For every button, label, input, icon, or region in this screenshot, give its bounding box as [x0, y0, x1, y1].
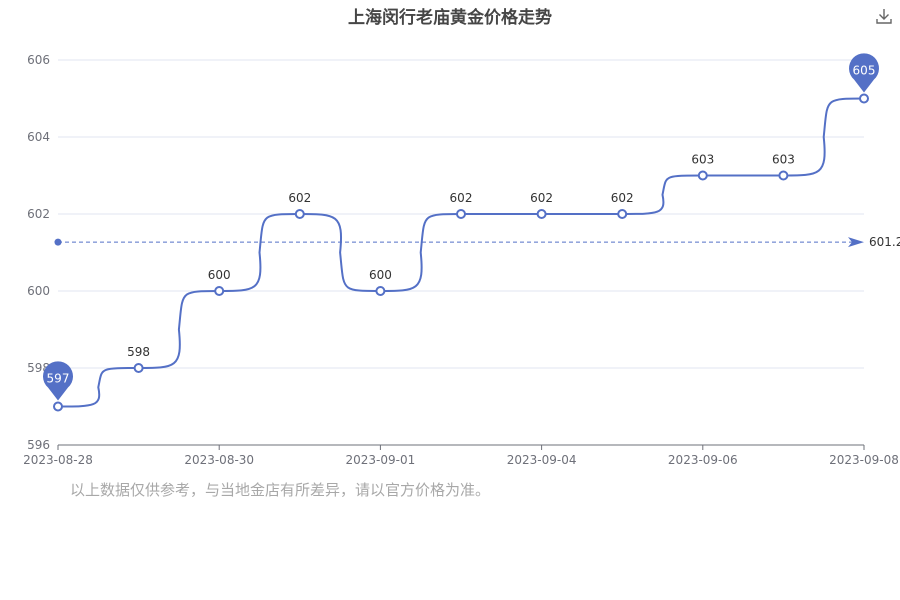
data-label: 602	[288, 191, 311, 205]
y-tick-label: 602	[27, 207, 50, 221]
chart-title: 上海闵行老庙黄金价格走势	[348, 8, 552, 28]
y-tick-label: 600	[27, 284, 50, 298]
x-tick-label: 2023-09-08	[829, 453, 899, 467]
x-tick-label: 2023-09-06	[668, 453, 738, 467]
x-tick-label: 2023-08-30	[184, 453, 254, 467]
data-label: 603	[691, 153, 714, 167]
y-tick-label: 604	[27, 130, 50, 144]
data-point[interactable]	[133, 363, 144, 373]
data-point[interactable]	[294, 209, 305, 219]
data-point[interactable]	[778, 170, 789, 181]
data-point[interactable]	[214, 286, 225, 296]
max-pin	[849, 53, 880, 93]
y-tick-label: 596	[27, 438, 50, 452]
data-label: 602	[450, 191, 473, 205]
data-label: 602	[530, 191, 553, 205]
download-icon[interactable]	[874, 6, 894, 26]
max-pin-label: 605	[853, 64, 876, 78]
average-line-label: 601.27	[869, 235, 900, 249]
min-pin-label: 597	[47, 372, 70, 386]
x-tick-label: 2023-09-04	[507, 453, 577, 467]
y-tick-label: 606	[27, 53, 50, 67]
data-point[interactable]	[375, 286, 386, 296]
average-line-arrow	[848, 237, 864, 248]
min-pin	[43, 361, 73, 401]
data-point[interactable]	[859, 93, 869, 104]
x-tick-label: 2023-08-28	[23, 453, 93, 467]
disclaimer-note: 以上数据仅供参考，与当地金店有所差异，请以官方价格为准。	[70, 481, 491, 499]
data-label: 600	[208, 268, 231, 282]
data-point[interactable]	[697, 170, 708, 181]
data-point[interactable]	[456, 209, 466, 219]
x-tick-label: 2023-09-01	[346, 453, 416, 467]
data-label: 602	[611, 191, 634, 205]
data-label: 603	[772, 153, 795, 167]
data-point[interactable]	[617, 209, 628, 219]
data-label: 598	[127, 345, 150, 359]
data-point[interactable]	[53, 401, 63, 412]
data-point[interactable]	[536, 209, 547, 219]
data-label: 600	[369, 268, 392, 282]
series-line	[57, 97, 865, 408]
